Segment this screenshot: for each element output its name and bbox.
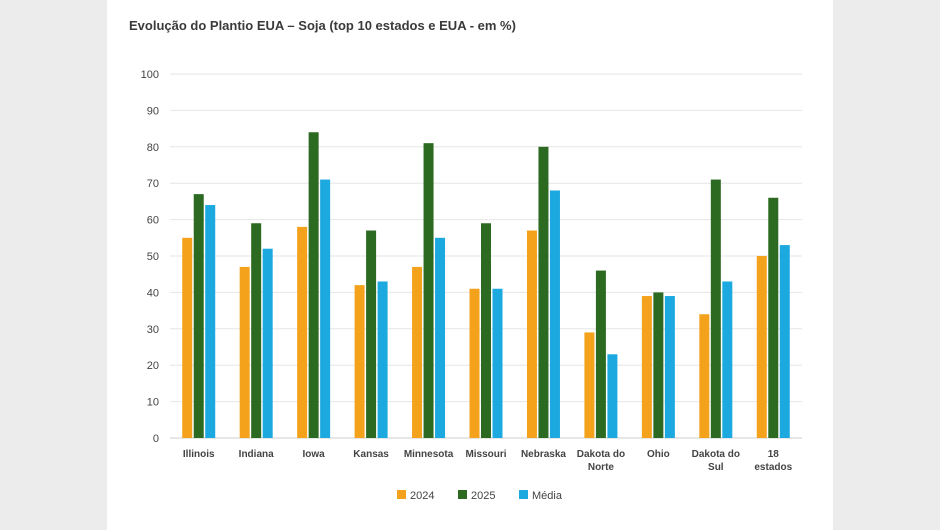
y-tick-label: 10 bbox=[147, 397, 159, 409]
x-category-label-line: Kansas bbox=[353, 449, 389, 460]
y-tick-label: 30 bbox=[147, 324, 159, 336]
bar-m-dia bbox=[377, 281, 388, 438]
bar-m-dia bbox=[607, 354, 618, 438]
legend-swatch bbox=[458, 490, 467, 499]
bar-2025 bbox=[768, 197, 779, 438]
y-tick-label: 50 bbox=[147, 251, 159, 263]
bar-2024 bbox=[469, 288, 480, 438]
bar-2025 bbox=[193, 194, 204, 438]
legend-swatch bbox=[397, 490, 406, 499]
y-tick-label: 60 bbox=[147, 215, 159, 227]
chart-title: Evolução do Plantio EUA – Soja (top 10 e… bbox=[129, 18, 516, 33]
bar-2024 bbox=[297, 226, 308, 438]
x-category-label-line: Nebraska bbox=[521, 449, 566, 460]
legend-label: Média bbox=[532, 490, 563, 502]
bar-m-dia bbox=[549, 190, 560, 438]
legend-label: 2024 bbox=[410, 490, 434, 502]
bar-2025 bbox=[538, 146, 549, 439]
y-tick-label: 90 bbox=[147, 105, 159, 117]
x-category-label-line: estados bbox=[754, 462, 792, 473]
bar-2025 bbox=[595, 270, 606, 438]
x-category-label-line: Norte bbox=[588, 462, 615, 473]
x-category-label-line: Dakota do bbox=[692, 449, 740, 460]
x-category-label: Dakota do Norte bbox=[577, 449, 625, 473]
y-tick-label: 100 bbox=[141, 69, 159, 81]
y-tick-label: 20 bbox=[147, 360, 159, 372]
y-tick-label: 40 bbox=[147, 287, 159, 299]
x-category-label-line: Indiana bbox=[239, 449, 274, 460]
bar-2025 bbox=[366, 230, 377, 438]
bar-m-dia bbox=[262, 248, 273, 438]
x-category-label-line: Ohio bbox=[647, 449, 670, 460]
x-category-label: Iowa bbox=[303, 449, 326, 460]
bar-2024 bbox=[239, 266, 250, 438]
x-category-label: 18 estados bbox=[754, 449, 792, 473]
bar-2024 bbox=[584, 332, 595, 438]
bar-2025 bbox=[710, 179, 721, 438]
y-tick-label: 70 bbox=[147, 178, 159, 190]
x-category-label-line: Illinois bbox=[183, 449, 215, 460]
x-category-label-line: Missouri bbox=[465, 449, 506, 460]
x-category-label-line: Sul bbox=[708, 462, 724, 473]
y-tick-label: 80 bbox=[147, 142, 159, 154]
legend-swatch bbox=[519, 490, 528, 499]
x-category-label-line: Dakota do bbox=[577, 449, 625, 460]
x-category-label: Missouri bbox=[465, 449, 506, 460]
x-category-label: Ohio bbox=[647, 449, 670, 460]
bar-2025 bbox=[423, 143, 434, 438]
x-category-label: Illinois bbox=[183, 449, 215, 460]
bar-m-dia bbox=[664, 296, 675, 438]
bar-2024 bbox=[354, 285, 365, 438]
bar-m-dia bbox=[205, 205, 216, 438]
bar-2024 bbox=[756, 256, 767, 438]
bar-2025 bbox=[251, 223, 262, 438]
bar-m-dia bbox=[320, 179, 331, 438]
x-category-label: Nebraska bbox=[521, 449, 566, 460]
x-category-label: Minnesota bbox=[404, 449, 454, 460]
x-category-label-line: Iowa bbox=[303, 449, 326, 460]
bar-2025 bbox=[308, 132, 319, 439]
bar-2024 bbox=[182, 237, 193, 438]
legend-label: 2025 bbox=[471, 490, 495, 502]
bar-2024 bbox=[641, 296, 652, 438]
bar-2024 bbox=[699, 314, 710, 438]
bar-m-dia bbox=[492, 288, 503, 438]
bar-2025 bbox=[653, 292, 664, 438]
x-category-label: Indiana bbox=[239, 449, 274, 460]
x-category-label: Kansas bbox=[353, 449, 389, 460]
chart-card: Evolução do Plantio EUA – Soja (top 10 e… bbox=[107, 0, 833, 530]
bar-m-dia bbox=[779, 245, 790, 438]
bar-m-dia bbox=[722, 281, 733, 438]
bar-2025 bbox=[481, 223, 491, 438]
bar-2024 bbox=[412, 266, 423, 438]
bar-2024 bbox=[526, 230, 537, 438]
bar-m-dia bbox=[435, 237, 446, 438]
bar-chart: 0 10 20 30 40 50 60 70 80 90 100 Illinois Indiana Iow… bbox=[141, 69, 802, 502]
x-category-label-line: 18 bbox=[768, 449, 780, 460]
x-category-label-line: Minnesota bbox=[404, 449, 454, 460]
x-category-label: Dakota do Sul bbox=[692, 449, 740, 473]
y-tick-label: 0 bbox=[153, 433, 159, 445]
